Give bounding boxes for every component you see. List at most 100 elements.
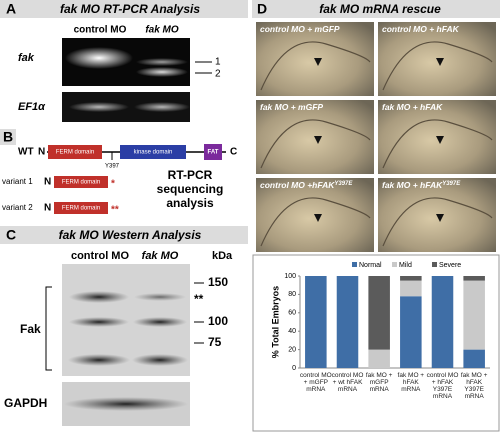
domain-label: FERM domain <box>56 150 94 156</box>
panel-title: fak MO mRNA rescue <box>319 2 441 16</box>
panel-header <box>0 226 248 244</box>
stop-mark: ** <box>111 205 119 216</box>
photo-label-text: fak MO + hFAK <box>382 102 443 112</box>
legend-label: Severe <box>439 262 461 269</box>
photo-label: control MO +hFAKY397E <box>260 180 353 190</box>
photo-label: fak MO + hFAKY397E <box>382 180 461 190</box>
terminus: N <box>44 177 51 188</box>
x-tick-label: control MO + wt hFAK mRNA <box>331 372 364 393</box>
bar-segment <box>463 349 485 368</box>
x-tick-label: control MO + mGFP mRNA <box>299 372 332 393</box>
photo-label: fak MO + hFAK <box>382 102 443 112</box>
x-tick-label: fak MO + mGFP mRNA <box>365 372 393 393</box>
gel-band <box>136 58 188 66</box>
note: sequencing <box>157 182 224 196</box>
chart: 0 20 40 60 80 100 % Total Embryos Normal Mild Sev… <box>270 262 490 372</box>
photo-label-sup: Y397E <box>334 181 353 187</box>
domain <box>54 176 108 188</box>
embryo-outline <box>260 197 371 247</box>
lane-label: control MO <box>74 25 127 36</box>
row-label: Fak <box>20 322 41 336</box>
terminus: C <box>230 147 237 158</box>
construct-label: WT <box>18 147 34 158</box>
domain <box>120 145 186 159</box>
panel-title: fak MO Western Analysis <box>59 228 202 242</box>
blot-band <box>132 354 188 366</box>
unit-label: kDa <box>212 250 233 262</box>
panel-header <box>252 0 500 18</box>
blot-band <box>69 291 129 303</box>
marker-label: 75 <box>208 335 222 349</box>
domain-label: kinase domain <box>134 150 173 156</box>
panel-letter: D <box>257 1 267 17</box>
photo-grid: control MO + mGFP control MO + hFAK fak MO… <box>256 22 496 252</box>
marker-label: 100 <box>208 314 228 328</box>
bar-segment <box>400 280 422 297</box>
gel-band <box>69 102 129 112</box>
photo-label-text: control MO + hFAK <box>382 24 460 34</box>
panel-letter: B <box>3 129 13 145</box>
x-tick-label: fak MO + hFAK Y397E mRNA <box>460 372 488 400</box>
photo-label-sup: Y397E <box>442 181 461 187</box>
construct-label: variant 1 <box>2 177 33 186</box>
row-label: fak <box>18 52 35 64</box>
domain <box>54 202 108 214</box>
legend-swatch <box>392 262 397 267</box>
marker-label: 150 <box>208 275 228 289</box>
lane-label: fak MO <box>145 25 179 36</box>
bar-segment <box>400 296 422 368</box>
y-tick-label: 100 <box>284 273 296 280</box>
panel-letter: C <box>6 227 16 243</box>
arrowhead <box>314 136 322 144</box>
blot-band <box>64 397 188 411</box>
y-tick-label: 40 <box>288 328 296 335</box>
photo-label-text: control MO +hFAK <box>260 180 335 190</box>
bar-segment <box>463 280 485 350</box>
embryo-outline <box>260 41 371 91</box>
bar-segment <box>368 349 390 368</box>
bar-segment <box>368 276 390 350</box>
domain-label: FAT <box>208 150 219 156</box>
construct-label: variant 2 <box>2 203 33 212</box>
bar-segment <box>400 276 422 281</box>
photo-label: control MO + mGFP <box>260 24 340 34</box>
arrowhead <box>436 136 444 144</box>
y-tick-label: 60 <box>288 310 296 317</box>
legend-label: Normal <box>359 262 382 269</box>
blot-band <box>133 317 187 327</box>
y-tick-label: 80 <box>288 291 296 298</box>
embryo-outline <box>382 119 493 169</box>
x-tick-label: fak MO + hFAK mRNA <box>397 372 425 393</box>
bar-segment <box>463 276 485 281</box>
legend-swatch <box>352 262 357 267</box>
photo-label: fak MO + mGFP <box>260 102 323 112</box>
blot-band <box>69 317 129 327</box>
y-tick-label: 0 <box>292 365 296 372</box>
bracket <box>45 286 52 371</box>
embryo-outline <box>260 119 371 169</box>
band-label: 2 <box>215 69 221 80</box>
band-label: 1 <box>215 57 221 68</box>
domain-label: FERM domain <box>62 180 100 186</box>
note: RT-PCR <box>168 168 213 182</box>
bar-segment <box>431 276 454 368</box>
panel-title: fak MO RT-PCR Analysis <box>60 2 200 16</box>
legend-swatch <box>432 262 437 267</box>
gel-band <box>136 67 188 77</box>
embryo-outline <box>382 197 493 247</box>
bar-segment <box>336 276 359 368</box>
note: analysis <box>166 196 214 210</box>
bar-segment <box>305 276 327 368</box>
gel-band <box>65 47 133 69</box>
panel-letter: A <box>6 1 16 17</box>
arrowhead <box>436 214 444 222</box>
terminus: N <box>44 203 51 214</box>
legend-label: Mild <box>399 262 412 269</box>
stop-mark: * <box>111 179 115 190</box>
gel-band <box>134 102 190 112</box>
photo-label-text: fak MO + hFAK <box>382 180 443 190</box>
domain <box>204 144 222 160</box>
photo-label-text: fak MO + mGFP <box>260 102 323 112</box>
